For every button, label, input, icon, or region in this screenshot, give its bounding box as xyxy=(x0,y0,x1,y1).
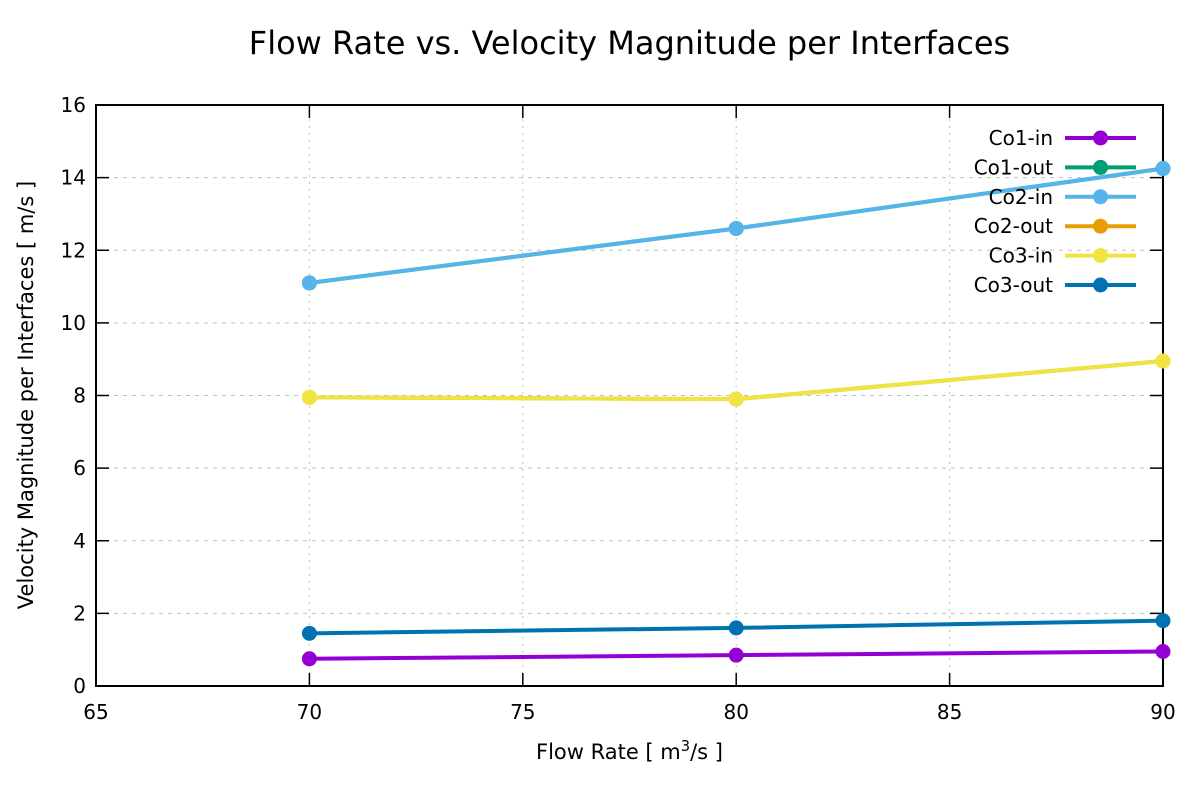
legend-marker-Co2-out xyxy=(1093,218,1108,234)
y-axis-label: Velocity Magnitude per Interfaces [ m/s … xyxy=(14,180,38,610)
data-point-Co3-in-80 xyxy=(728,391,744,407)
legend-marker-Co2-in xyxy=(1093,189,1108,205)
legend-label-Co3-out: Co3-out xyxy=(974,273,1053,297)
y-tick-label-2: 2 xyxy=(73,601,86,625)
data-point-Co2-in-70 xyxy=(301,275,317,291)
x-tick-label-80: 80 xyxy=(723,700,748,724)
data-point-Co3-in-90 xyxy=(1155,353,1171,369)
x-tick-label-65: 65 xyxy=(83,700,108,724)
data-point-Co1-in-90 xyxy=(1155,644,1171,660)
y-tick-label-0: 0 xyxy=(73,674,86,698)
x-axis-label-superscript: 3 xyxy=(680,738,691,755)
legend-marker-Co1-in xyxy=(1093,130,1108,146)
legend-marker-Co1-out xyxy=(1093,159,1108,175)
y-tick-label-12: 12 xyxy=(61,238,86,262)
y-tick-label-14: 14 xyxy=(61,166,86,190)
x-axis-label: Flow Rate [ m3/s ] xyxy=(96,738,1163,764)
data-point-Co2-in-80 xyxy=(728,220,744,236)
x-axis-label-suffix: /s ] xyxy=(690,740,723,764)
data-point-Co1-in-80 xyxy=(728,647,744,663)
x-tick-label-75: 75 xyxy=(510,700,535,724)
x-tick-label-85: 85 xyxy=(937,700,962,724)
legend-label-Co2-out: Co2-out xyxy=(974,214,1053,238)
x-axis-label-prefix: Flow Rate [ m xyxy=(535,740,681,764)
data-point-Co3-in-70 xyxy=(301,389,317,405)
legend-label-Co1-in: Co1-in xyxy=(989,126,1053,150)
data-point-Co2-in-90 xyxy=(1155,161,1171,177)
y-tick-label-4: 4 xyxy=(73,529,86,553)
y-tick-label-8: 8 xyxy=(73,384,86,408)
legend-marker-Co3-out xyxy=(1093,277,1108,293)
legend-label-Co3-in: Co3-in xyxy=(989,244,1053,268)
data-point-Co1-in-70 xyxy=(301,651,317,667)
x-tick-label-90: 90 xyxy=(1150,700,1175,724)
y-tick-label-16: 16 xyxy=(61,93,86,117)
data-point-Co3-out-90 xyxy=(1155,613,1171,629)
data-point-Co3-out-70 xyxy=(301,625,317,641)
legend-label-Co1-out: Co1-out xyxy=(974,155,1053,179)
chart-title: Flow Rate vs. Velocity Magnitude per Int… xyxy=(248,24,1011,62)
x-tick-label-70: 70 xyxy=(297,700,322,724)
legend-label-Co2-in: Co2-in xyxy=(989,185,1053,209)
y-tick-label-6: 6 xyxy=(73,456,86,480)
data-point-Co3-out-80 xyxy=(728,620,744,636)
legend-marker-Co3-in xyxy=(1093,248,1108,264)
y-tick-label-10: 10 xyxy=(61,311,86,335)
